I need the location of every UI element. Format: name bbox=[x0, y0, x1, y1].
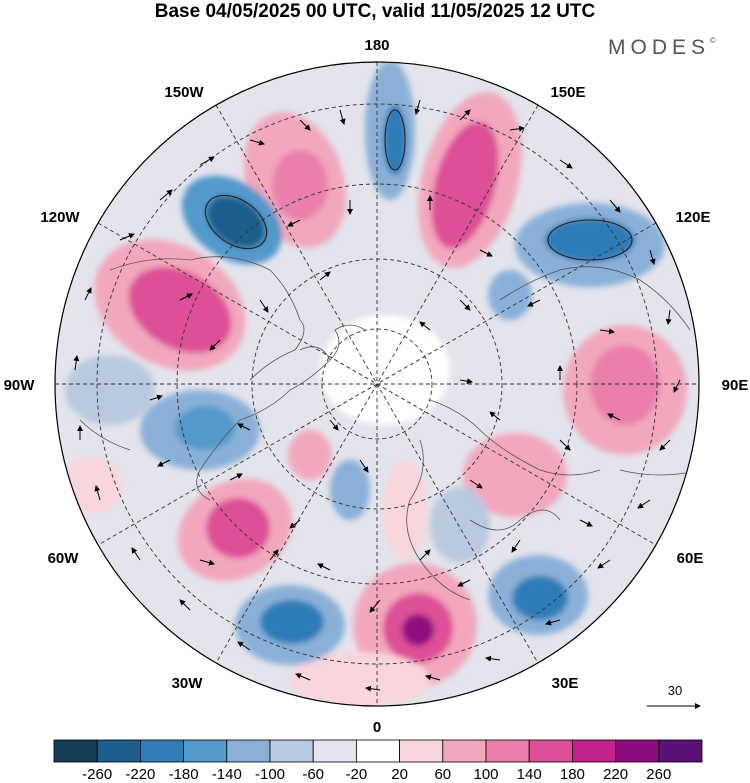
longitude-labels: 180 150E 120E 90E 60E 30E 0 30W 60W 90W … bbox=[4, 37, 749, 736]
colorbar-swatch bbox=[572, 739, 617, 763]
negative-anomaly-core bbox=[545, 218, 635, 262]
positive-anomaly-lobe bbox=[383, 460, 427, 560]
negative-anomaly-lobe bbox=[330, 460, 370, 520]
negative-anomaly-lobe bbox=[488, 270, 532, 320]
colorbar-tick-label: 140 bbox=[517, 766, 542, 783]
lon-label-60w: 60W bbox=[48, 550, 80, 567]
colorbar-tick-label: -260 bbox=[82, 766, 112, 783]
reference-vector: 30 bbox=[647, 683, 701, 709]
wind-vectors bbox=[73, 99, 681, 692]
brand-logo: MODES© bbox=[608, 36, 716, 60]
lon-label-150w: 150W bbox=[164, 84, 204, 101]
map-disc bbox=[55, 62, 699, 706]
colorbar-tick-label: -20 bbox=[346, 766, 368, 783]
colorbar-tick-label: 260 bbox=[646, 766, 671, 783]
brand-name: MODES bbox=[608, 36, 711, 59]
colorbar bbox=[53, 739, 703, 763]
colorbar-tick-label: -180 bbox=[169, 766, 199, 783]
negative-anomaly-core bbox=[383, 105, 407, 175]
positive-anomaly-lobe bbox=[62, 457, 122, 513]
positive-anomaly-lobe bbox=[290, 652, 430, 706]
colorbar-swatch bbox=[312, 739, 357, 763]
colorbar-swatch bbox=[355, 739, 400, 763]
positive-anomaly-lobe bbox=[463, 433, 567, 517]
negative-anomaly-core bbox=[260, 600, 324, 644]
anomaly-fields bbox=[62, 62, 687, 706]
colorbar-tick-label: -220 bbox=[125, 766, 155, 783]
colorbar-tick-label: -60 bbox=[302, 766, 324, 783]
reference-vector-label: 30 bbox=[668, 683, 682, 698]
colorbar-swatch bbox=[442, 739, 487, 763]
lon-label-90w: 90W bbox=[4, 377, 36, 394]
colorbar-tick-label: 20 bbox=[391, 766, 408, 783]
brand-mark: © bbox=[710, 36, 716, 45]
graticule bbox=[55, 62, 699, 706]
map-title: Base 04/05/2025 00 UTC, valid 11/05/2025… bbox=[154, 1, 596, 22]
colorbar-tick-label: 60 bbox=[434, 766, 451, 783]
negative-anomaly-lobe bbox=[65, 355, 155, 425]
colorbar-swatch bbox=[183, 739, 228, 763]
lon-label-60e: 60E bbox=[677, 550, 704, 567]
map-border bbox=[54, 61, 700, 707]
positive-anomaly-core bbox=[128, 267, 232, 353]
lon-label-150e: 150E bbox=[550, 84, 585, 101]
colorbar-swatch bbox=[528, 739, 573, 763]
colorbar-tick-label: 100 bbox=[473, 766, 498, 783]
positive-anomaly-peak bbox=[402, 614, 434, 646]
colorbar-swatch bbox=[139, 739, 184, 763]
lon-label-30w: 30W bbox=[172, 675, 204, 692]
lon-label-120e: 120E bbox=[675, 209, 710, 226]
colorbar-tick-label: 180 bbox=[560, 766, 585, 783]
colorbar-swatch bbox=[615, 739, 660, 763]
negative-anomaly-core bbox=[206, 196, 266, 248]
lon-label-0: 0 bbox=[373, 719, 381, 736]
colorbar-labels: -260 -220 -180 -140 -100 -60 -20 20 60 100 140 180 2… bbox=[82, 766, 671, 783]
colorbar-swatch bbox=[96, 739, 141, 763]
colorbar-tick-label: -100 bbox=[255, 766, 285, 783]
colorbar-tick-label: -140 bbox=[212, 766, 242, 783]
lon-label-30e: 30E bbox=[552, 675, 579, 692]
negative-anomaly-core bbox=[175, 406, 235, 450]
negative-anomaly-core bbox=[512, 576, 568, 620]
colorbar-swatch bbox=[399, 739, 444, 763]
contour-lines bbox=[204, 109, 633, 261]
colorbar-swatch bbox=[269, 739, 314, 763]
positive-anomaly-core bbox=[431, 121, 499, 249]
lon-label-180: 180 bbox=[364, 37, 389, 54]
colorbar-tick-label: 220 bbox=[603, 766, 628, 783]
colorbar-swatch bbox=[485, 739, 530, 763]
positive-anomaly-core bbox=[590, 345, 660, 425]
negative-anomaly-lobe bbox=[430, 487, 490, 563]
positive-anomaly-core bbox=[272, 150, 328, 220]
colorbar-swatch bbox=[53, 739, 98, 763]
lon-label-90e: 90E bbox=[722, 377, 749, 394]
positive-anomaly-lobe bbox=[288, 430, 332, 480]
colorbar-swatch bbox=[226, 739, 271, 763]
lon-label-120w: 120W bbox=[40, 209, 80, 226]
colorbar-swatch bbox=[658, 739, 703, 763]
positive-anomaly-core bbox=[206, 498, 270, 558]
neutral-polar-area bbox=[320, 315, 450, 425]
